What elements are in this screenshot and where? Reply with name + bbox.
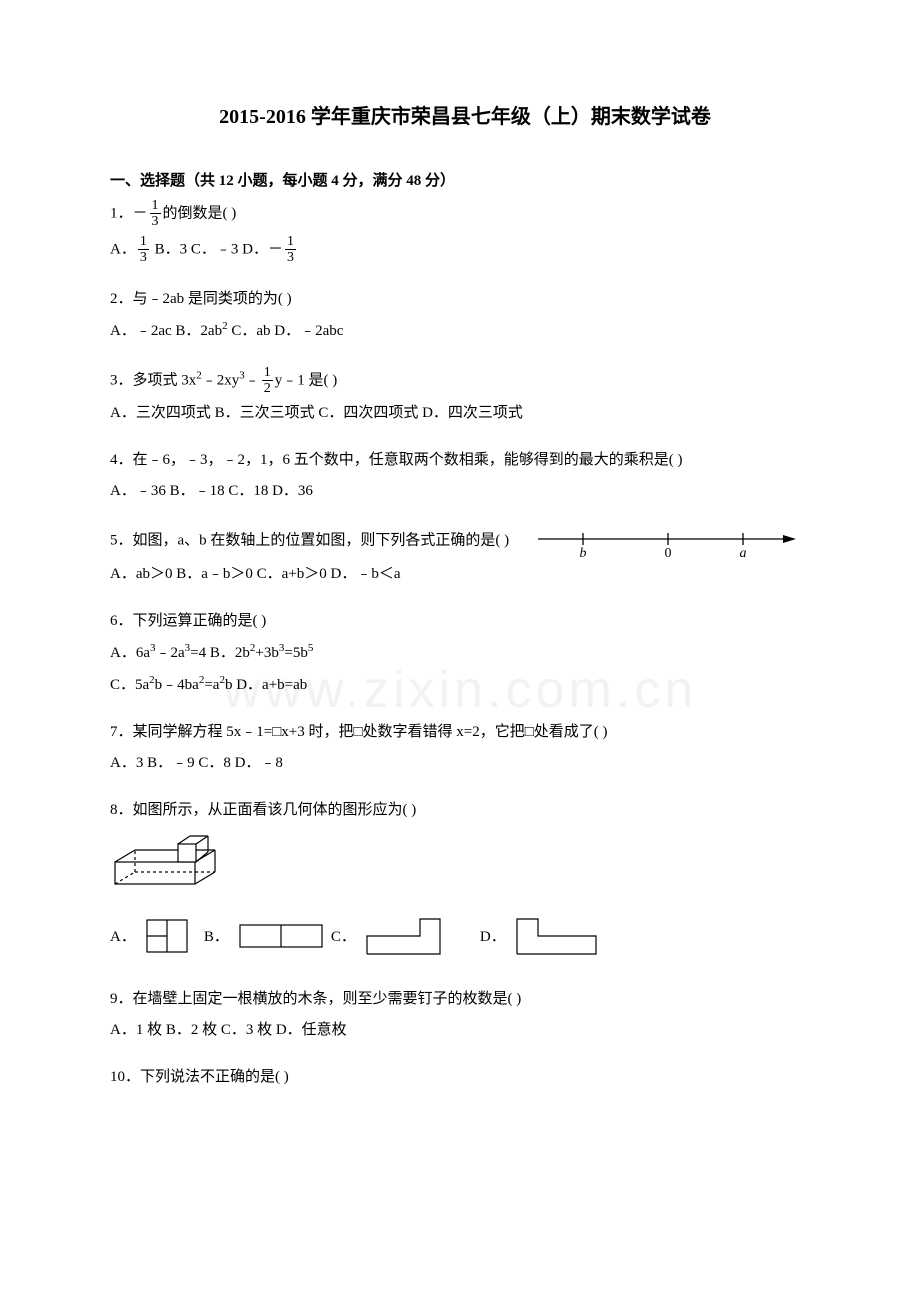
section-heading: 一、选择题（共 12 小题，每小题 4 分，满分 48 分）	[110, 169, 820, 190]
q1-prefix: 1．－	[110, 205, 148, 221]
q6-1f: =5b	[284, 645, 307, 661]
q1-d-prefix: D．－	[238, 241, 283, 257]
q4-text: 4．在﹣6，﹣3，﹣2，1，6 五个数中，任意取两个数相乘，能够得到的最大的乘积…	[110, 447, 820, 474]
question-8: 8．如图所示，从正面看该几何体的图形应为( )	[110, 797, 820, 958]
question-5: 5．如图，a、b 在数轴上的位置如图，则下列各式正确的是( ) b 0 a A．…	[110, 525, 820, 588]
q6-2a: C．5a	[110, 677, 149, 693]
q8-text: 8．如图所示，从正面看该几何体的图形应为( )	[110, 797, 820, 824]
question-9: 9．在墙壁上固定一根横放的木条，则至少需要钉子的枚数是( ) A．1 枚 B．2…	[110, 986, 820, 1044]
q6-2c: =a	[204, 677, 219, 693]
question-1: 1．－13的倒数是( ) A．13 B．3 C．﹣3 D．－13	[110, 198, 820, 266]
q2-a: A．﹣2ac	[110, 323, 172, 339]
svg-text:b: b	[579, 546, 586, 557]
q3-p3: ﹣	[245, 372, 260, 388]
q1-a-den: 3	[138, 250, 149, 265]
q1-c: C．﹣3	[187, 241, 238, 257]
question-10: 10．下列说法不正确的是( )	[110, 1064, 820, 1091]
q6-1a: A．6a	[110, 645, 150, 661]
q7-text: 7．某同学解方程 5x﹣1=□x+3 时，把□处数字看错得 x=2，它把□处看成…	[110, 719, 820, 746]
q1-d-num: 1	[285, 234, 296, 250]
q3-fd: 2	[262, 381, 273, 396]
q8-option-b-svg	[237, 922, 327, 952]
question-2: 2．与﹣2ab 是同类项的为( ) A．﹣2ac B．2ab2 C．ab D．﹣…	[110, 286, 820, 345]
q4-choices: A．﹣36 B．﹣18 C．18 D．36	[110, 478, 820, 505]
q1-a-num: 1	[138, 234, 149, 250]
q1-frac: 13	[150, 198, 161, 230]
q6-1d: B．2b	[206, 645, 250, 661]
q5-choices: A．ab＞0 B．a﹣b＞0 C．a+b＞0 D．﹣b＜a	[110, 561, 820, 588]
q3-p2: ﹣2xy	[202, 372, 240, 388]
q1-frac-den: 3	[150, 214, 161, 229]
q10-text: 10．下列说法不正确的是( )	[110, 1064, 820, 1091]
question-6: 6．下列运算正确的是( ) A．6a3﹣2a3=4 B．2b2+3b3=5b5 …	[110, 608, 820, 699]
q6-1b: ﹣2a	[156, 645, 185, 661]
q6-1e: +3b	[255, 645, 278, 661]
geometry-3d-svg	[110, 832, 230, 892]
q1-a-prefix: A．	[110, 241, 136, 257]
q8-option-a-svg	[144, 917, 192, 957]
q8-a-label: A．	[110, 924, 136, 951]
q2-text: 2．与﹣2ab 是同类项的为( )	[110, 286, 820, 313]
q1-b: B．3	[151, 241, 187, 257]
q1-suffix: 的倒数是( )	[163, 205, 237, 221]
page-title: 2015-2016 学年重庆市荣昌县七年级（上）期末数学试卷	[110, 100, 820, 129]
q8-c-label: C．	[331, 924, 356, 951]
q2-c: C．ab	[228, 323, 271, 339]
q1-d-den: 3	[285, 250, 296, 265]
q3-choices: A．三次四项式 B．三次三项式 C．四次四项式 D．四次三项式	[110, 400, 820, 427]
q2-d: D．﹣2abc	[271, 323, 344, 339]
q3-p1: 3．多项式 3x	[110, 372, 196, 388]
q8-b-label: B．	[204, 924, 229, 951]
q3-frac: 12	[262, 365, 273, 397]
q9-choices: A．1 枚 B．2 枚 C．3 枚 D．任意枚	[110, 1017, 820, 1044]
question-3: 3．多项式 3x2﹣2xy3﹣12y﹣1 是( ) A．三次四项式 B．三次三项…	[110, 365, 820, 428]
question-7: 7．某同学解方程 5x﹣1=□x+3 时，把□处数字看错得 x=2，它把□处看成…	[110, 719, 820, 777]
q6-1c: =4	[190, 645, 206, 661]
q3-p4: y﹣1 是( )	[275, 372, 338, 388]
q8-option-c-svg	[364, 916, 454, 958]
svg-text:a: a	[739, 546, 746, 557]
q6-2b: b﹣4ba	[155, 677, 199, 693]
svg-text:0: 0	[664, 546, 671, 557]
q3-fn: 1	[262, 365, 273, 381]
q2-b: B．2ab	[172, 323, 222, 339]
q1-a-frac: 13	[138, 234, 149, 266]
q7-choices: A．3 B．﹣9 C．8 D．﹣8	[110, 750, 820, 777]
q6-2e: D．a+b=ab	[232, 677, 307, 693]
q1-frac-num: 1	[150, 198, 161, 214]
question-4: 4．在﹣6，﹣3，﹣2，1，6 五个数中，任意取两个数相乘，能够得到的最大的乘积…	[110, 447, 820, 505]
q8-option-d-svg	[514, 916, 604, 958]
page-content: 2015-2016 学年重庆市荣昌县七年级（上）期末数学试卷 一、选择题（共 1…	[110, 100, 820, 1091]
q5-text: 5．如图，a、b 在数轴上的位置如图，则下列各式正确的是( )	[110, 533, 509, 549]
q6-text: 6．下列运算正确的是( )	[110, 608, 820, 635]
number-line-svg: b 0 a	[538, 525, 798, 557]
q8-d-label: D．	[480, 924, 506, 951]
q9-text: 9．在墙壁上固定一根横放的木条，则至少需要钉子的枚数是( )	[110, 986, 820, 1013]
q1-d-frac: 13	[285, 234, 296, 266]
